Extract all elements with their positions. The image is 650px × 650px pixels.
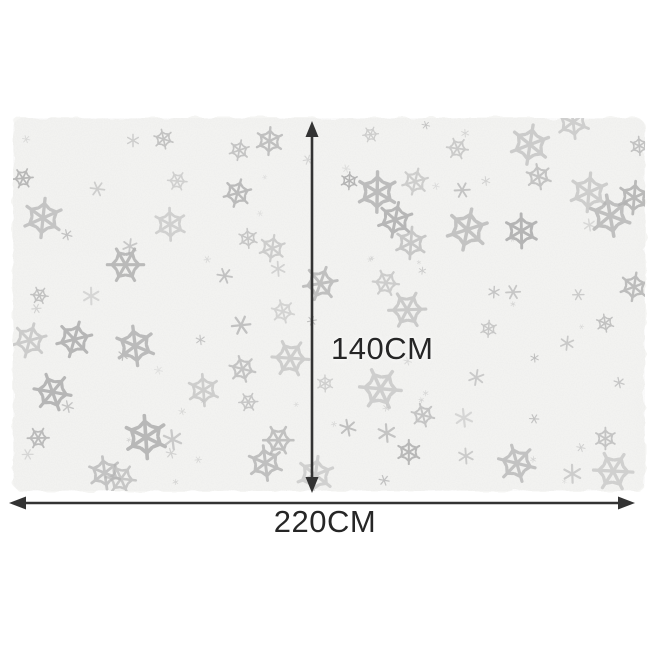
width-dimension-label: 220CM	[273, 504, 377, 539]
height-dimension-label: 140CM	[331, 331, 434, 366]
height-dimension-arrow	[305, 121, 319, 493]
width-dimension-arrow	[9, 496, 635, 510]
